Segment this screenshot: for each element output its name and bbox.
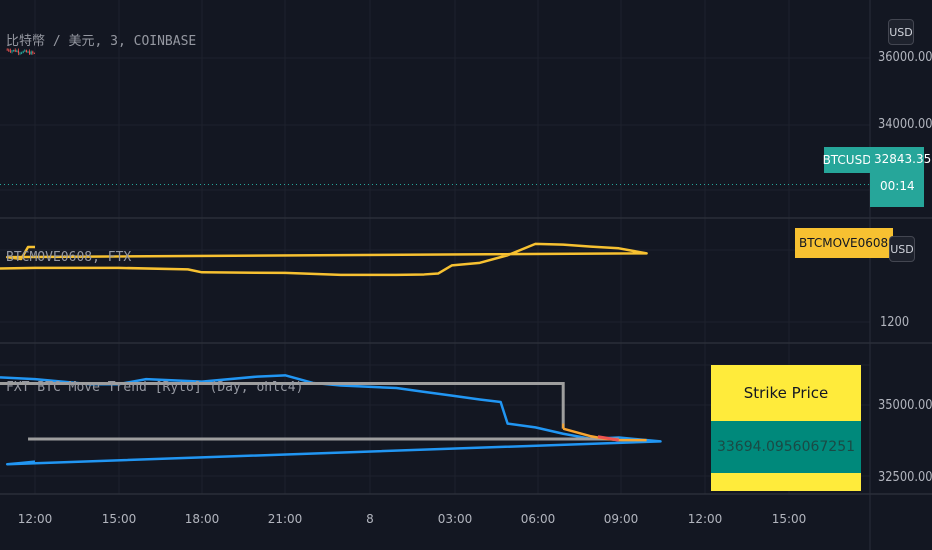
candle-body [14, 49, 16, 52]
move-trend-red-segment [597, 435, 620, 442]
price-label-main-1: 36000.00 [878, 50, 932, 65]
price-label-ind-2: 32500.00 [878, 470, 932, 485]
time-tick-5: 03:00 [437, 512, 473, 526]
currency-button-move[interactable]: USD [889, 236, 915, 262]
btcmove-line [0, 242, 648, 277]
candle-body [21, 52, 23, 54]
time-tick-3: 21:00 [267, 512, 303, 526]
strike-price-value: 33694.0956067251 [711, 421, 861, 473]
countdown-timer: 00:14 [880, 179, 915, 193]
candle-body [11, 50, 13, 52]
candle-body [8, 49, 10, 51]
candle-body [25, 50, 27, 53]
candle-body [6, 49, 8, 51]
time-tick-7: 09:00 [603, 512, 639, 526]
time-tick-1: 15:00 [101, 512, 137, 526]
prior-strike-line [0, 381, 565, 429]
time-tick-9: 15:00 [771, 512, 807, 526]
move-legend[interactable]: BTCMOVE0608, FTX [6, 250, 132, 265]
candle-body [17, 50, 19, 53]
strike-price-header: Strike Price [711, 365, 861, 421]
candle-body [24, 50, 26, 52]
time-tick-6: 06:00 [520, 512, 556, 526]
btcmove-symbol: BTCMOVE0608 [799, 236, 889, 250]
price-label-main-2: 34000.00 [878, 117, 932, 132]
price-label-move-1: 1200 [880, 315, 910, 330]
time-tick-2: 18:00 [184, 512, 220, 526]
candle-body [27, 51, 29, 53]
btcmove-tag: BTCMOVE0608 16 [795, 228, 893, 258]
main-legend[interactable]: 比特幣 / 美元, 3, COINBASE [6, 34, 197, 49]
currency-button-main[interactable]: USD [888, 19, 914, 45]
time-tick-8: 12:00 [687, 512, 723, 526]
candle-body [32, 51, 34, 53]
candle-body [29, 51, 31, 55]
candle-body [19, 52, 21, 54]
candle-body [9, 50, 11, 52]
candle-body [22, 51, 24, 53]
indicator-legend[interactable]: FXT BTC Move Trend [Ryto] (Day, ohlc4) [6, 380, 304, 395]
time-tick-0: 12:00 [17, 512, 53, 526]
btcusd-symbol-tag: BTCUSD [823, 147, 871, 173]
time-tick-4: 8 [366, 512, 374, 526]
candle-body [30, 51, 32, 55]
strike-table-footer [711, 473, 861, 491]
candle-body [16, 50, 18, 52]
btcusd-price: 32843.35 [874, 152, 932, 166]
btcusd-price-tag: 32843.35 00:14 [870, 147, 931, 207]
candle-body [33, 52, 35, 54]
price-label-ind-1: 35000.00 [878, 398, 932, 413]
candle-body [13, 49, 15, 51]
